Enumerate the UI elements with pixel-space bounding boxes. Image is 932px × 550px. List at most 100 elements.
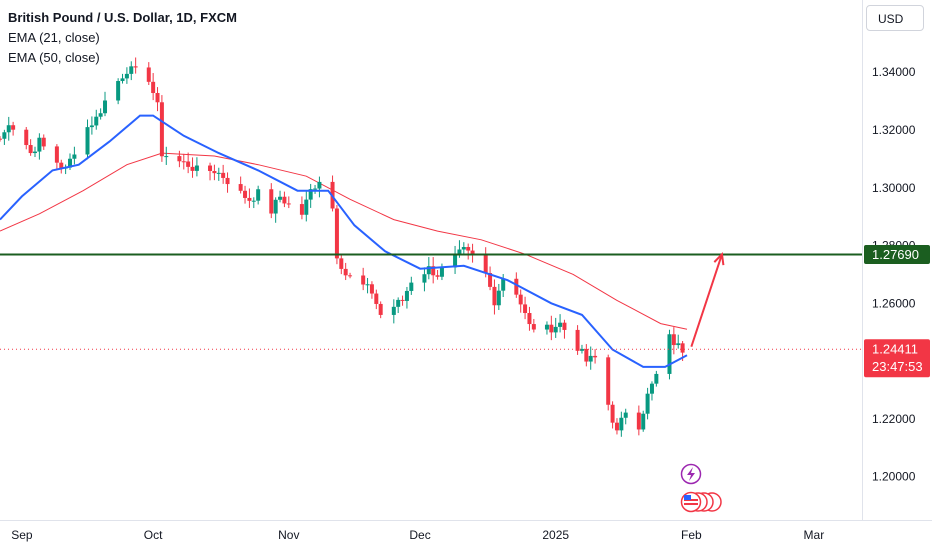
x-tick-label: Nov (278, 528, 299, 542)
candle-body (461, 247, 466, 250)
candle-body (623, 412, 628, 418)
ema21-legend[interactable]: EMA (21, close) (8, 30, 100, 45)
current-price-tag: 1.24411 23:47:53 (864, 339, 930, 378)
ema50-path (0, 152, 688, 330)
candle-body (343, 268, 348, 276)
price-axis[interactable]: 1.340001.320001.300001.280001.260001.220… (872, 65, 916, 483)
candle-body (606, 357, 611, 405)
candle-body (317, 181, 322, 189)
candle-body (453, 253, 458, 268)
candle-body (37, 137, 42, 152)
candle-body (164, 156, 169, 158)
candle-body (313, 188, 318, 190)
candle-body (6, 125, 11, 133)
candle-body (85, 127, 90, 155)
candle-body (457, 249, 462, 254)
x-tick-label: Mar (804, 528, 825, 542)
candle-body (680, 343, 685, 353)
x-tick-label: Feb (681, 528, 702, 542)
candle-body (11, 125, 16, 130)
candle-body (645, 393, 650, 414)
candle-body (33, 151, 38, 154)
candle-body (579, 348, 584, 351)
candle-body (186, 161, 191, 167)
candle-body (549, 324, 554, 333)
candle-body (610, 404, 615, 423)
symbol-title[interactable]: British Pound / U.S. Dollar, 1D, FXCM (8, 10, 237, 25)
candle-body (488, 273, 493, 287)
x-tick-label: Sep (11, 528, 33, 542)
y-tick-label: 1.34000 (872, 65, 916, 79)
candle-body (146, 67, 151, 82)
candle-body (181, 161, 186, 163)
candle-body (496, 290, 501, 306)
candle-body (54, 146, 59, 163)
candle-body (426, 266, 431, 275)
candle-body (422, 274, 427, 283)
candle-body (89, 125, 94, 128)
candle-body (409, 282, 414, 291)
candle-body (41, 137, 46, 147)
candle-body (439, 267, 444, 277)
candle-body (374, 293, 379, 304)
candle-body (221, 172, 226, 178)
candle-body (527, 313, 532, 325)
candle-body (671, 334, 676, 346)
candle-body (396, 299, 401, 307)
candle-body (304, 199, 309, 215)
candle-body (466, 247, 471, 251)
ema21-line (0, 114, 688, 368)
y-tick-label: 1.26000 (872, 296, 916, 310)
current-price-label: 1.24411 (872, 342, 918, 357)
candle-body (212, 170, 217, 174)
candle-body (518, 294, 523, 305)
candle-body (286, 203, 291, 205)
ema50-legend[interactable]: EMA (50, close) (8, 50, 100, 65)
candle-body (28, 145, 33, 154)
candle-body (24, 129, 29, 146)
candle-body (391, 306, 396, 315)
us-flag-event-icon[interactable] (680, 491, 722, 513)
candle-body (124, 73, 129, 79)
candle-body (667, 334, 672, 374)
candle-body (98, 113, 103, 117)
lightning-event-icon[interactable] (680, 463, 702, 485)
candle-body (59, 162, 64, 169)
candle-body (654, 373, 659, 384)
candle-body (208, 165, 213, 171)
candle-body (501, 278, 506, 291)
candle-body (339, 258, 344, 269)
candle-body (435, 275, 440, 277)
candle-body (120, 78, 125, 82)
candle-body (378, 303, 383, 315)
candle-body (282, 196, 287, 204)
arrow-shaft (690, 253, 723, 347)
chart-legend: British Pound / U.S. Dollar, 1D, FXCM EM… (8, 8, 237, 68)
candle-body (483, 254, 488, 274)
candle-body (133, 66, 138, 68)
candle-body (649, 383, 654, 394)
candle-body (492, 286, 497, 306)
candle-body (470, 250, 475, 255)
candle-body (251, 200, 256, 202)
candlestick-series (0, 57, 685, 437)
candle-body (636, 412, 641, 430)
x-tick-label: Oct (144, 528, 163, 542)
candle-body (431, 266, 436, 276)
candle-body (68, 158, 73, 168)
candle-body (544, 324, 549, 330)
candle-body (177, 156, 182, 162)
resistance-price-label: 1.27690 (872, 247, 919, 262)
projection-arrow[interactable] (690, 252, 725, 347)
candle-body (588, 355, 593, 362)
time-axis[interactable]: Sep Oct Nov Dec 2025 Feb Mar (11, 528, 824, 542)
candle-body (273, 199, 278, 214)
currency-button[interactable]: USD (866, 5, 924, 31)
candle-body (194, 165, 199, 171)
y-tick-label: 1.20000 (872, 470, 916, 484)
candle-body (278, 196, 283, 200)
candle-body (361, 275, 366, 285)
candle-body (514, 278, 519, 295)
candle-body (676, 343, 681, 346)
